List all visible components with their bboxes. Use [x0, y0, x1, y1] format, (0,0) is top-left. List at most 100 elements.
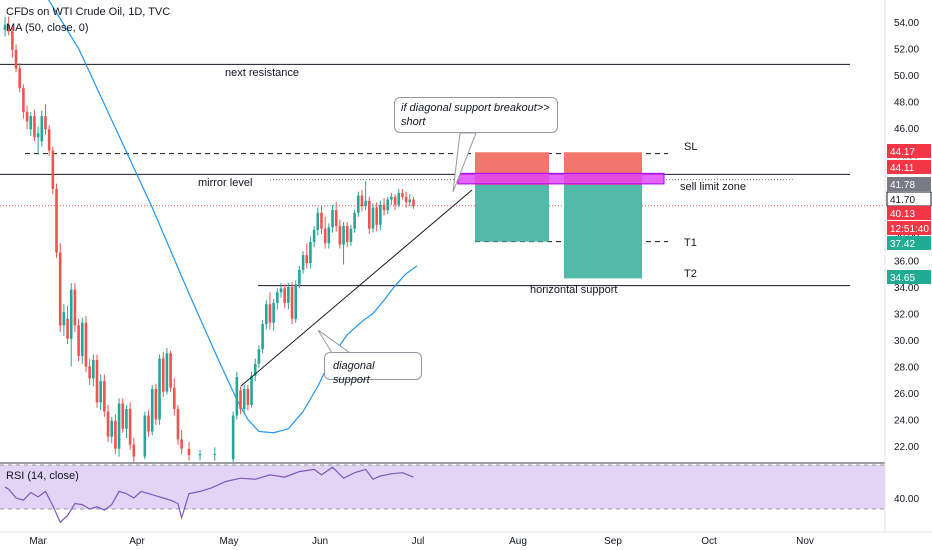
- candle-body: [368, 200, 371, 229]
- candle-body: [327, 227, 331, 244]
- candle-body: [44, 116, 47, 130]
- price-badge: [887, 177, 931, 191]
- price-tick-label: 48.00: [894, 98, 919, 109]
- candle-body: [99, 381, 102, 403]
- candle-body: [22, 88, 25, 113]
- candle-body: [261, 324, 264, 350]
- candle-body: [103, 381, 106, 412]
- candle-body: [147, 415, 150, 432]
- candle-body: [198, 453, 202, 456]
- candle-body: [18, 68, 22, 89]
- symbol-title[interactable]: CFDs on WTI Crude Oil, 1D, TVC: [6, 6, 171, 18]
- candle-body: [375, 207, 378, 225]
- candle-body: [125, 408, 128, 429]
- candle-body: [95, 359, 99, 403]
- rsi-band: [0, 465, 885, 509]
- candle-body: [55, 188, 58, 253]
- candle-body: [305, 255, 309, 264]
- candle-body: [58, 252, 62, 326]
- candle-body: [301, 255, 305, 270]
- time-tick-label: May: [220, 536, 239, 547]
- candle-body: [246, 389, 250, 405]
- candle-body: [235, 377, 239, 416]
- candle-body: [187, 448, 191, 456]
- rsi-indicator-label[interactable]: RSI (14, close): [6, 470, 79, 482]
- candle-body: [51, 150, 55, 189]
- candle-body: [14, 49, 18, 69]
- candle-body: [176, 408, 180, 440]
- candle-body: [106, 411, 110, 437]
- candle-body: [334, 210, 338, 227]
- price-tick-label: 28.00: [894, 363, 919, 374]
- candle-body: [213, 453, 217, 455]
- candle-body: [25, 112, 29, 122]
- candle-body: [158, 358, 161, 420]
- candle-body: [264, 304, 268, 325]
- sell-limit-zone: [457, 172, 665, 185]
- breakout-callout-pointer: [452, 132, 477, 193]
- candle-body: [110, 420, 114, 437]
- candle-body: [154, 389, 158, 420]
- candle-body: [360, 195, 364, 207]
- candle-body: [47, 129, 51, 151]
- candle-body: [397, 192, 401, 205]
- candle-body: [312, 230, 316, 242]
- horizontal-support-label: horizontal support: [530, 284, 618, 296]
- time-tick-label: Sep: [604, 536, 622, 547]
- time-tick-label: Nov: [796, 536, 814, 547]
- candle-body: [132, 444, 136, 457]
- candle-body: [80, 322, 84, 356]
- price-tick-label: 38.00: [894, 230, 919, 241]
- price-badge: [887, 270, 931, 284]
- price-badge-label: 41.78: [890, 180, 915, 191]
- t2-label: T2: [684, 268, 697, 280]
- price-tick-label: 46.00: [894, 124, 919, 135]
- candle-body: [114, 420, 117, 449]
- candle-body: [345, 226, 349, 242]
- price-tick-label: 52.00: [894, 45, 919, 56]
- candle-body: [290, 287, 294, 319]
- candle-body: [404, 196, 408, 203]
- candle-body: [371, 207, 375, 229]
- rsi-line: [4, 466, 414, 524]
- candle-body: [84, 322, 88, 367]
- candle-body: [169, 353, 172, 388]
- candle-body: [143, 415, 147, 457]
- diagonal-support-callout[interactable]: diagonal support: [324, 352, 422, 386]
- candle-body: [320, 212, 323, 229]
- sl-label: SL: [684, 141, 698, 153]
- price-badge-label: 37.42: [890, 239, 915, 250]
- candle-body: [121, 403, 125, 429]
- breakout-callout[interactable]: if diagonal support breakout>> short: [394, 97, 558, 133]
- candle-body: [66, 318, 69, 339]
- candle-body: [172, 387, 176, 409]
- breakout-callout-text: if diagonal support breakout>> short: [401, 102, 550, 128]
- price-tick-label: 30.00: [894, 336, 919, 347]
- candle-body: [165, 353, 169, 392]
- candle-body: [239, 390, 242, 409]
- candle-body: [40, 116, 44, 142]
- ma-50-line: [47, 0, 418, 434]
- price-badge: [887, 236, 931, 250]
- candle-body: [36, 133, 40, 138]
- time-tick-label: Jul: [412, 536, 425, 547]
- price-badge: [887, 206, 931, 220]
- candle-body: [401, 192, 404, 197]
- ma-indicator-label[interactable]: MA (50, close, 0): [6, 22, 89, 34]
- candle-body: [386, 199, 390, 211]
- sell-limit-zone-label: sell limit zone: [680, 181, 747, 193]
- candle-body: [331, 210, 334, 228]
- time-tick-label: Apr: [129, 536, 145, 547]
- candle-body: [342, 226, 345, 245]
- price-badge-label: 44.11: [890, 163, 915, 174]
- candle-body: [150, 389, 154, 432]
- time-tick-label: Oct: [701, 536, 717, 547]
- target-zone-1: [475, 184, 549, 242]
- candle-body: [69, 289, 73, 339]
- candle-body: [323, 228, 327, 244]
- candle-body: [117, 403, 121, 449]
- candle-body: [364, 200, 367, 207]
- candle-body: [412, 199, 415, 207]
- candle-body: [33, 116, 36, 138]
